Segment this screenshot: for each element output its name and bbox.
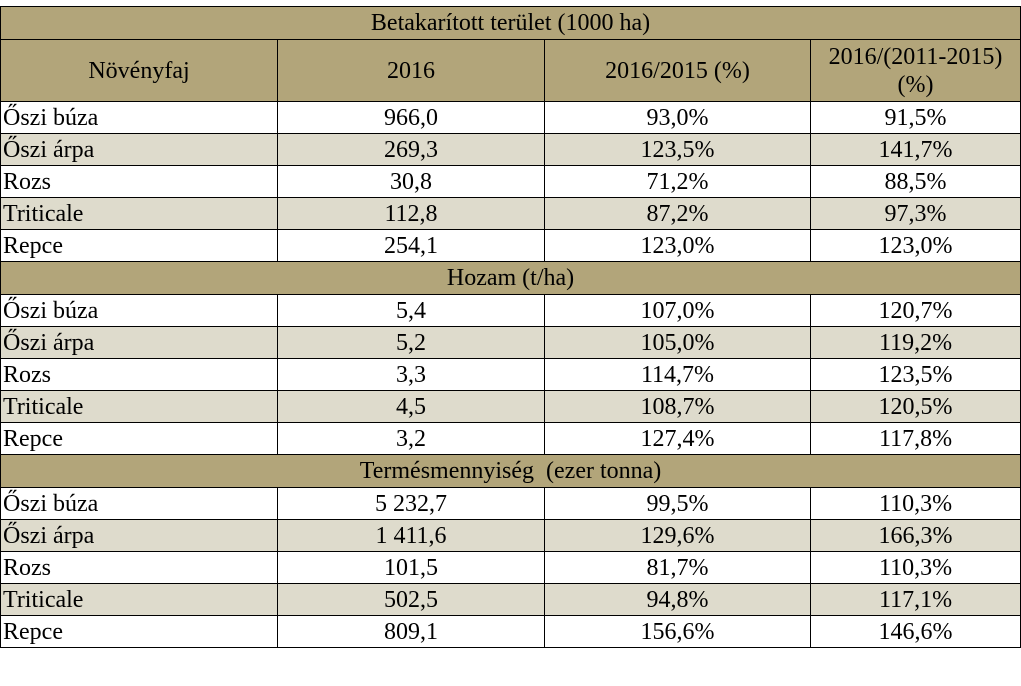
cell-change-2011-2015: 117,8% <box>809 422 1021 455</box>
cell-value-2016: 30,8 <box>277 165 545 198</box>
cell-value-2016: 3,2 <box>277 422 545 455</box>
cell-value-2016: 254,1 <box>277 229 545 262</box>
cell-species: Őszi búza <box>0 294 278 327</box>
section-header-row: Betakarított terület (1000 ha) <box>0 6 1021 40</box>
cell-change-2015: 81,7% <box>544 551 811 584</box>
cell-change-2011-2015: 146,6% <box>809 615 1021 648</box>
cell-change-2011-2015: 91,5% <box>809 101 1021 134</box>
cell-change-2015: 93,0% <box>544 101 811 134</box>
cell-species: Őszi árpa <box>0 133 278 166</box>
cell-value-2016: 5,2 <box>277 326 545 359</box>
table-row: Őszi búza 5,4 107,0% 120,7% <box>0 294 1021 327</box>
cell-species: Rozs <box>0 551 278 584</box>
cell-value-2016: 112,8 <box>277 197 545 230</box>
cell-change-2015: 123,0% <box>544 229 811 262</box>
cell-change-2015: 127,4% <box>544 422 811 455</box>
section-title-harvested-area: Betakarított terület (1000 ha) <box>0 6 1021 40</box>
cell-value-2016: 502,5 <box>277 583 545 616</box>
cell-change-2011-2015: 117,1% <box>809 583 1021 616</box>
cell-species: Triticale <box>0 197 278 230</box>
cell-species: Őszi árpa <box>0 519 278 552</box>
cell-value-2016: 101,5 <box>277 551 545 584</box>
cell-value-2016: 966,0 <box>277 101 545 134</box>
table-row: Repce 809,1 156,6% 146,6% <box>0 615 1021 648</box>
cell-species: Repce <box>0 229 278 262</box>
cell-value-2016: 3,3 <box>277 358 545 391</box>
column-header-row: Növényfaj 2016 2016/2015 (%) 2016/(2011-… <box>0 39 1021 102</box>
cell-change-2011-2015: 120,7% <box>809 294 1021 327</box>
cell-species: Repce <box>0 422 278 455</box>
cell-change-2015: 99,5% <box>544 487 811 520</box>
table-row: Őszi árpa 5,2 105,0% 119,2% <box>0 326 1021 359</box>
cell-species: Őszi árpa <box>0 326 278 359</box>
cell-species: Rozs <box>0 358 278 391</box>
cell-value-2016: 5 232,7 <box>277 487 545 520</box>
table-row: Őszi búza 966,0 93,0% 91,5% <box>0 101 1021 134</box>
table-row: Triticale 112,8 87,2% 97,3% <box>0 197 1021 230</box>
cell-species: Repce <box>0 615 278 648</box>
section-title-production: Termésmennyiség (ezer tonna) <box>0 454 1021 488</box>
cell-change-2015: 107,0% <box>544 294 811 327</box>
cell-change-2015: 156,6% <box>544 615 811 648</box>
table-row: Repce 254,1 123,0% 123,0% <box>0 229 1021 262</box>
cell-value-2016: 5,4 <box>277 294 545 327</box>
cell-value-2016: 4,5 <box>277 390 545 423</box>
cell-change-2011-2015: 120,5% <box>809 390 1021 423</box>
column-header-2016-vs-2011-2015: 2016/(2011-2015) (%) <box>809 39 1021 102</box>
cell-change-2011-2015: 110,3% <box>809 487 1021 520</box>
cell-change-2011-2015: 97,3% <box>809 197 1021 230</box>
cell-change-2011-2015: 110,3% <box>809 551 1021 584</box>
cell-change-2011-2015: 119,2% <box>809 326 1021 359</box>
cell-change-2011-2015: 123,0% <box>809 229 1021 262</box>
cell-change-2011-2015: 141,7% <box>809 133 1021 166</box>
cell-species: Őszi búza <box>0 487 278 520</box>
cell-change-2015: 87,2% <box>544 197 811 230</box>
cell-change-2011-2015: 88,5% <box>809 165 1021 198</box>
cell-species: Rozs <box>0 165 278 198</box>
cell-change-2015: 129,6% <box>544 519 811 552</box>
table-row: Rozs 30,8 71,2% 88,5% <box>0 165 1021 198</box>
column-header-2016-vs-2015: 2016/2015 (%) <box>544 39 811 102</box>
cell-change-2015: 108,7% <box>544 390 811 423</box>
table-row: Triticale 502,5 94,8% 117,1% <box>0 583 1021 616</box>
table-row: Rozs 3,3 114,7% 123,5% <box>0 358 1021 391</box>
table-row: Repce 3,2 127,4% 117,8% <box>0 422 1021 455</box>
cell-species: Triticale <box>0 583 278 616</box>
cell-value-2016: 1 411,6 <box>277 519 545 552</box>
table-row: Őszi árpa 1 411,6 129,6% 166,3% <box>0 519 1021 552</box>
cell-change-2015: 105,0% <box>544 326 811 359</box>
cell-species: Triticale <box>0 390 278 423</box>
section-header-row: Hozam (t/ha) <box>0 261 1021 295</box>
table-row: Őszi búza 5 232,7 99,5% 110,3% <box>0 487 1021 520</box>
cell-value-2016: 809,1 <box>277 615 545 648</box>
cell-change-2015: 94,8% <box>544 583 811 616</box>
column-header-species: Növényfaj <box>0 39 278 102</box>
cell-change-2011-2015: 166,3% <box>809 519 1021 552</box>
table-row: Rozs 101,5 81,7% 110,3% <box>0 551 1021 584</box>
table-row: Őszi árpa 269,3 123,5% 141,7% <box>0 133 1021 166</box>
cell-change-2011-2015: 123,5% <box>809 358 1021 391</box>
section-header-row: Termésmennyiség (ezer tonna) <box>0 454 1021 488</box>
section-title-yield: Hozam (t/ha) <box>0 261 1021 295</box>
column-header-2016: 2016 <box>277 39 545 102</box>
cell-change-2015: 114,7% <box>544 358 811 391</box>
cell-change-2015: 123,5% <box>544 133 811 166</box>
table-row: Triticale 4,5 108,7% 120,5% <box>0 390 1021 423</box>
cell-change-2015: 71,2% <box>544 165 811 198</box>
crop-statistics-table: Betakarított terület (1000 ha) Növényfaj… <box>0 6 1021 648</box>
cell-value-2016: 269,3 <box>277 133 545 166</box>
cell-species: Őszi búza <box>0 101 278 134</box>
